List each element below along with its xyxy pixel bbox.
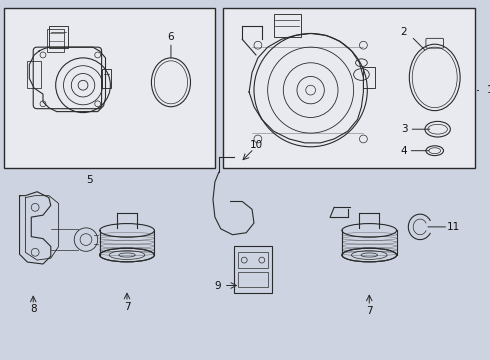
Bar (238, 252, 268, 268)
Bar (273, 14, 301, 37)
Text: 3: 3 (401, 124, 408, 134)
Bar (234, 247, 271, 293)
Text: 8: 8 (30, 304, 37, 314)
Text: 1: 1 (487, 85, 490, 95)
Text: 7: 7 (123, 302, 130, 312)
Text: 2: 2 (400, 27, 407, 37)
Text: 4: 4 (400, 146, 407, 156)
Text: 11: 11 (447, 222, 460, 232)
Text: 7: 7 (366, 306, 372, 316)
Bar (4, 8, 215, 168)
Bar (27, 61, 41, 88)
Bar (238, 272, 268, 287)
Text: 9: 9 (215, 280, 221, 291)
Text: 10: 10 (249, 140, 263, 150)
Bar (223, 8, 475, 168)
Bar (49, 26, 69, 48)
Text: 5: 5 (87, 175, 93, 185)
Bar (364, 67, 375, 88)
Bar (47, 28, 65, 52)
Bar (101, 69, 111, 88)
Text: 6: 6 (168, 32, 174, 42)
